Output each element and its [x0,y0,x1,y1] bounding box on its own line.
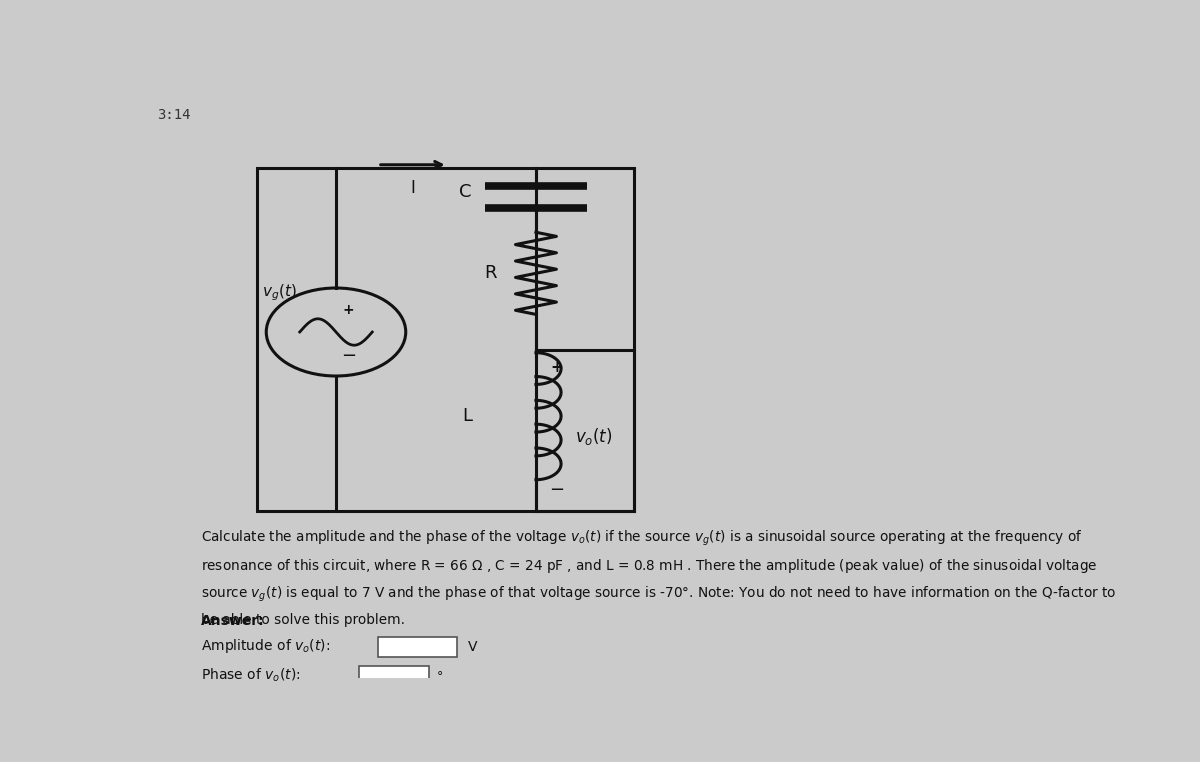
Bar [536,350,634,511]
Text: $v_g(t)$: $v_g(t)$ [262,283,296,303]
Text: C: C [460,183,472,200]
Text: I: I [410,180,415,197]
Text: −: − [341,347,356,365]
Bar [257,168,634,511]
Bar [359,667,430,687]
Text: Amplitude of $v_o(t)$:: Amplitude of $v_o(t)$: [202,637,330,655]
Text: Calculate the amplitude and the phase of the voltage $v_o(t)$ if the source $v_g: Calculate the amplitude and the phase of… [202,529,1082,548]
Text: R: R [485,264,497,283]
Text: 3:14: 3:14 [157,108,191,122]
Text: L: L [462,407,472,425]
Text: resonance of this circuit, where R = 66 $\Omega$ , C = 24 pF , and L = 0.8 mH . : resonance of this circuit, where R = 66 … [202,557,1098,575]
Text: source $v_g(t)$ is equal to 7 V and the phase of that voltage source is -70°. No: source $v_g(t)$ is equal to 7 V and the … [202,585,1116,604]
Text: +: + [550,360,563,375]
Text: $v_o(t)$: $v_o(t)$ [575,426,613,447]
Bar [378,637,457,657]
Text: be able to solve this problem.: be able to solve this problem. [202,613,406,627]
Text: Phase of $v_o(t)$:: Phase of $v_o(t)$: [202,667,300,684]
Text: °: ° [437,670,443,683]
Text: −: − [548,482,564,499]
Text: V: V [468,640,478,654]
Text: Answer:: Answer: [202,613,265,628]
Text: +: + [343,303,354,317]
